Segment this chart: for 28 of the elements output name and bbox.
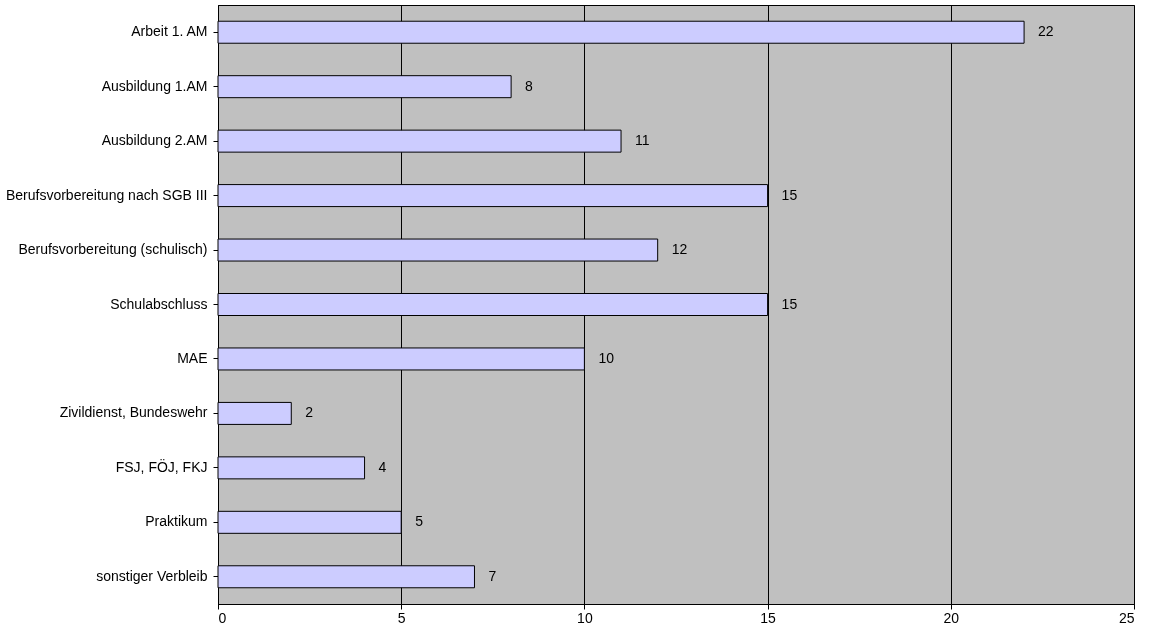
data-label: 7 <box>488 567 497 584</box>
y-tick-label: Ausbildung 2.AM <box>101 132 208 149</box>
y-tick-label: Berufsvorbereitung nach SGB III <box>5 186 208 203</box>
data-label: 11 <box>635 132 650 149</box>
data-label: 22 <box>1038 23 1054 40</box>
y-tick-label: Ausbildung 1.AM <box>101 77 208 94</box>
y-tick-label: Berufsvorbereitung (schulisch) <box>18 241 208 258</box>
x-tick-label: 0 <box>218 609 227 626</box>
y-tick-label: sonstiger Verbleib <box>96 567 208 584</box>
y-tick-label: Schulabschluss <box>110 295 208 312</box>
data-label: 12 <box>671 241 688 258</box>
y-tick-label: FSJ, FÖJ, FKJ <box>115 457 208 475</box>
y-tick-label: Zivildienst, Bundeswehr <box>59 404 208 421</box>
x-tick-label: 10 <box>577 609 593 626</box>
data-label: 2 <box>305 404 314 421</box>
y-tick-label: MAE <box>177 349 208 366</box>
x-tick-label: 20 <box>943 609 960 626</box>
x-tick-label: 25 <box>1118 609 1135 626</box>
data-label: 4 <box>378 458 387 475</box>
data-label: 10 <box>598 349 615 366</box>
data-label: 8 <box>525 77 534 94</box>
y-tick-label: Arbeit 1. AM <box>131 23 208 40</box>
data-label: 15 <box>781 186 798 203</box>
x-tick-label: 5 <box>397 609 406 626</box>
data-label: 15 <box>781 295 798 312</box>
x-tick-label: 15 <box>760 609 777 626</box>
y-tick-label: Praktikum <box>145 513 208 530</box>
data-label: 5 <box>415 513 424 530</box>
